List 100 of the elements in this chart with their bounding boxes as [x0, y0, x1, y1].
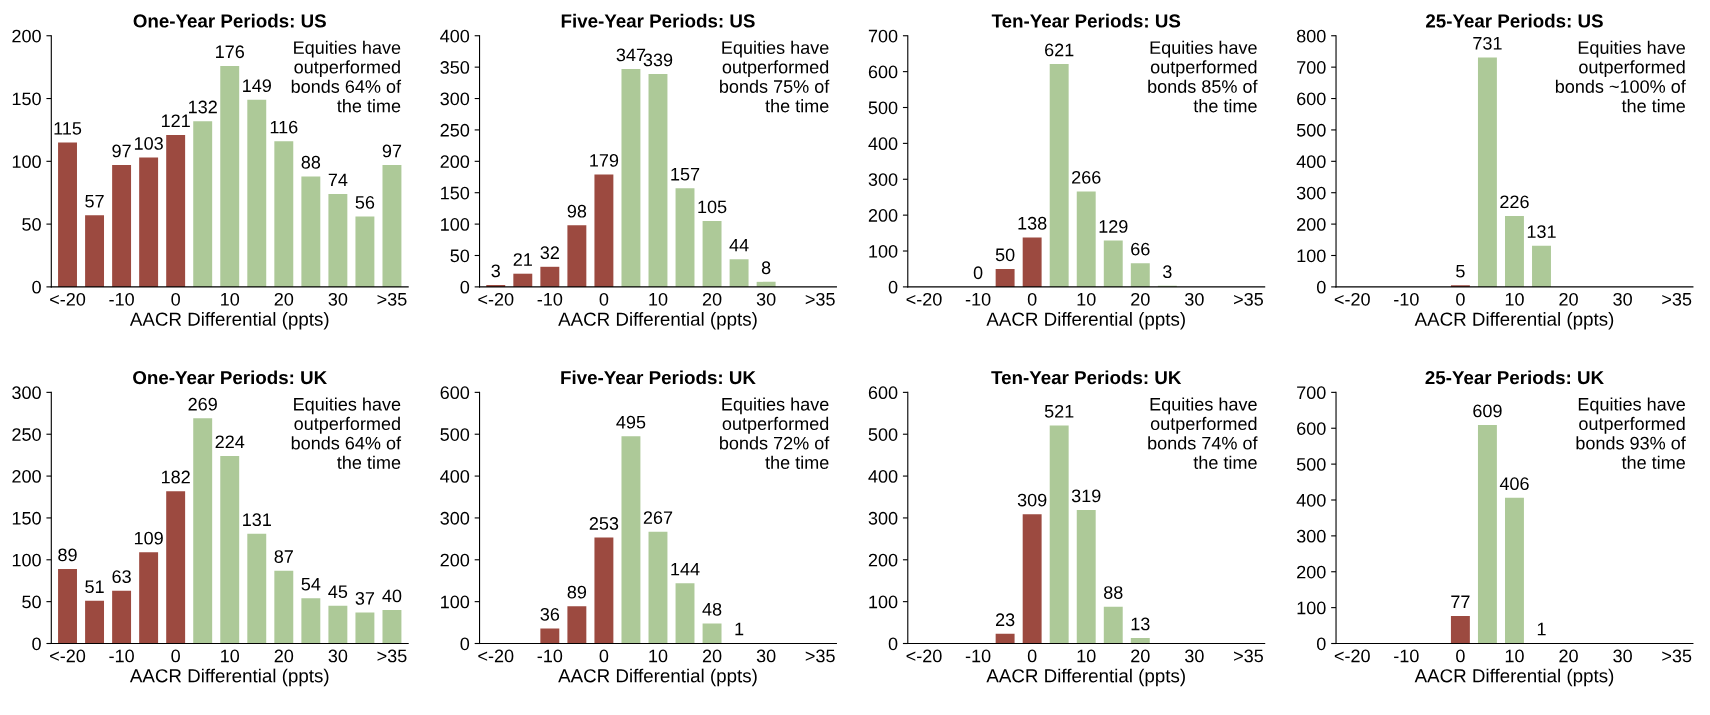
x-tick-label: 20 [1559, 649, 1578, 663]
y-tick-label: 100 [441, 218, 470, 231]
y-tick-label: 700 [868, 29, 898, 43]
data-label: 103 [134, 137, 163, 150]
data-label: 121 [161, 114, 190, 128]
annotation: Equities have outperformed bonds 85% of the time [1148, 40, 1258, 113]
x-tick-label: -10 [109, 292, 134, 306]
y-tick-label: 0 [1316, 280, 1326, 294]
x-tick-label: 10 [1077, 649, 1096, 663]
x-tick-label: 0 [1027, 649, 1037, 663]
y-tick-label: 50 [22, 595, 41, 609]
chart-title: Ten-Year Periods: UK [991, 370, 1182, 385]
data-label: 36 [540, 607, 560, 621]
x-tick-label: 30 [756, 649, 776, 663]
x-tick-label: 30 [1185, 292, 1204, 306]
y-tick-label: 200 [868, 209, 898, 222]
y-tick-label: 0 [32, 637, 41, 651]
x-tick-label: >35 [1234, 649, 1263, 663]
data-label: 621 [1045, 43, 1074, 57]
x-tick-label: <-20 [1334, 649, 1370, 663]
y-tick-label: 600 [440, 386, 470, 400]
x-tick-label: <-20 [478, 649, 514, 663]
data-label: 54 [301, 577, 321, 591]
y-tick-label: 50 [450, 249, 470, 263]
data-label: 347 [616, 48, 646, 62]
y-tick-label: 250 [440, 123, 470, 137]
x-tick-label: 30 [328, 292, 348, 306]
x-tick-label: -10 [537, 292, 563, 306]
data-label: 97 [112, 144, 131, 158]
y-tick-label: 350 [440, 61, 470, 74]
x-tick-label: <-20 [906, 649, 942, 663]
chart-title: One-Year Periods: US [133, 13, 326, 28]
x-tick-label: 10 [1505, 649, 1524, 663]
x-tick-label: >35 [1662, 292, 1692, 306]
y-tick-label: 300 [868, 173, 898, 186]
x-tick-label: 0 [171, 292, 180, 306]
data-label: 495 [616, 415, 646, 429]
data-label: 319 [1071, 489, 1101, 503]
data-label: 253 [589, 517, 619, 530]
data-label: 45 [328, 585, 348, 599]
data-label: 339 [643, 53, 673, 67]
y-tick-label: 100 [1297, 249, 1326, 263]
data-label: 40 [382, 589, 402, 603]
x-tick-label: >35 [805, 649, 835, 663]
x-tick-label: 10 [649, 292, 668, 306]
y-tick-label: 600 [1297, 422, 1326, 435]
x-tick-label: >35 [377, 649, 407, 663]
x-tick-label: 30 [756, 292, 776, 306]
data-label: 77 [1451, 595, 1470, 608]
x-tick-label: 10 [1077, 292, 1096, 306]
y-tick-label: 100 [1297, 601, 1326, 615]
annotation: Equities have outperformed bonds 64% of the time [291, 397, 402, 469]
y-tick-label: 0 [1316, 637, 1326, 651]
y-tick-label: 500 [1296, 123, 1326, 137]
y-tick-label: 0 [460, 637, 470, 651]
data-label: 87 [274, 550, 293, 563]
x-tick-label: 10 [221, 649, 240, 663]
data-label: 266 [1072, 170, 1101, 184]
x-tick-label: 30 [1613, 292, 1632, 306]
y-tick-label: 400 [868, 470, 898, 483]
x-tick-label: >35 [1662, 649, 1692, 663]
data-label: 179 [590, 153, 619, 167]
y-tick-label: 300 [440, 511, 470, 525]
data-label: 176 [216, 45, 245, 59]
x-axis-title: AACR Differential (ppts) [1414, 668, 1614, 687]
x-tick-label: <-20 [50, 292, 86, 306]
annotation: Equities have outperformed bonds ~100% of the time [1555, 40, 1686, 113]
x-axis-title: AACR Differential (ppts) [986, 312, 1185, 330]
chart-title: Five-Year Periods: US [561, 13, 755, 28]
x-tick-label: -10 [965, 649, 991, 663]
x-tick-label: 30 [1185, 649, 1204, 663]
data-label: 0 [973, 266, 983, 280]
y-tick-label: 300 [1296, 186, 1326, 200]
data-label: 13 [1131, 617, 1150, 631]
data-label: 1 [735, 622, 744, 636]
data-label: 44 [729, 238, 749, 252]
data-label: 32 [540, 246, 559, 260]
data-label: 116 [270, 120, 298, 134]
data-label: 132 [189, 100, 217, 114]
y-tick-label: 600 [1297, 92, 1326, 106]
data-label: 144 [671, 562, 700, 576]
y-tick-label: 200 [1297, 565, 1326, 579]
x-tick-label: -10 [965, 292, 991, 306]
x-tick-label: 20 [702, 292, 722, 306]
data-label: 138 [1018, 216, 1047, 230]
y-tick-label: 300 [440, 92, 470, 106]
y-tick-label: 500 [440, 428, 470, 441]
y-tick-label: 200 [12, 29, 41, 43]
y-tick-label: 300 [1296, 529, 1326, 543]
annotation: Equities have outperformed bonds 64% of the time [291, 40, 402, 113]
data-label: 57 [85, 194, 104, 208]
x-tick-label: 10 [1505, 292, 1524, 306]
y-tick-label: 200 [12, 470, 41, 483]
x-tick-label: >35 [377, 292, 407, 306]
data-label: 88 [1104, 586, 1123, 599]
y-tick-label: 300 [868, 511, 898, 525]
data-label: 109 [134, 531, 163, 545]
x-axis-title: AACR Differential (ppts) [129, 668, 329, 687]
data-label: 129 [1099, 220, 1128, 233]
data-label: 182 [161, 470, 190, 484]
